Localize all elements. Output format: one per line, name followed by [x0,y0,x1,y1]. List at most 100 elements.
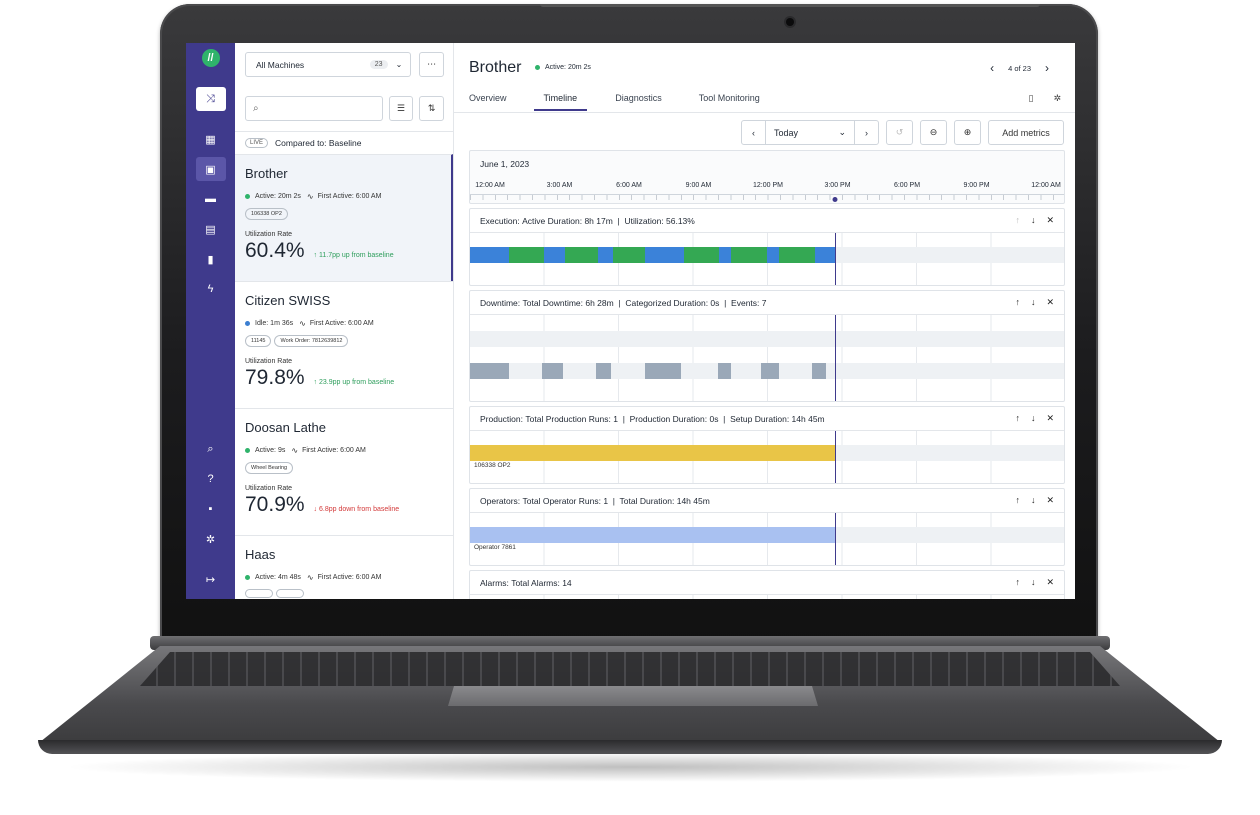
close-icon[interactable]: ✕ [1046,577,1054,587]
timeline-segment[interactable] [542,363,564,379]
timeline-segment[interactable] [761,363,779,379]
timeline-segment[interactable] [595,363,612,379]
bar-chart-icon[interactable]: ▮ [207,253,214,266]
timeline-segment[interactable] [731,247,767,263]
filter-button[interactable]: ☰ [388,96,414,121]
timeline-segment[interactable] [508,247,545,263]
machine-tag: Wheel Bearing [245,462,294,474]
lock-icon[interactable]: ▪ [208,503,213,515]
machine-card[interactable]: Doosan Lathe Active: 9s ∿ First Active: … [235,408,453,535]
date-select-value: Today [774,127,799,138]
baseline-delta: ↑ 23.9pp up from baseline [314,379,395,386]
tab-tool-monitoring[interactable]: Tool Monitoring [698,93,760,103]
machine-card[interactable]: Haas Active: 4m 48s ∿ First Active: 6:00… [235,535,453,599]
chevron-left-icon[interactable]: ‹ [752,127,755,138]
close-icon[interactable]: ✕ [1046,215,1054,225]
tab-diagnostics[interactable]: Diagnostics [615,93,662,103]
shuffle-icon[interactable]: ⤨ [195,87,226,111]
operators-controls: ↑ ↓ ✕ [1004,495,1054,506]
close-icon[interactable]: ✕ [1046,297,1054,307]
header-icons: ▯ ✲ [1009,93,1062,104]
current-time-marker[interactable] [832,197,838,202]
bookmark-icon[interactable]: ▯ [1028,93,1034,103]
document-icon[interactable]: ▤ [205,223,216,236]
timeline-segment[interactable] [645,247,684,263]
util-label: Utilization Rate [245,358,293,365]
timeline-segment[interactable] [767,247,779,263]
timeline-toolbar: ‹ Today ⌄ › ↺ ⊖ ⊕ Add metrics [741,120,1064,145]
production-header: Production: Total Production Runs: 1 | P… [470,407,1064,431]
chevron-left-icon[interactable]: ‹ [990,61,995,75]
move-up-icon[interactable]: ↑ [1015,297,1020,307]
move-down-icon[interactable]: ↓ [1030,577,1036,587]
machine-filter-select[interactable]: All Machines 23 ⌄ [245,52,412,77]
machine-name: Brother [245,166,288,181]
zoom-out-icon[interactable]: ⊖ [920,120,947,145]
timeline-segment[interactable] [612,247,646,263]
zoom-in-icon[interactable]: ⊕ [954,120,981,145]
close-icon[interactable]: ✕ [1046,413,1054,423]
machine-card[interactable]: Citizen SWISS Idle: 1m 36s ∿ First Activ… [235,281,453,408]
laptop-keyboard [140,652,1120,686]
move-down-icon[interactable]: ↓ [1030,215,1036,225]
help-icon[interactable]: ? [207,473,214,485]
timeline-segment[interactable] [470,527,836,543]
logout-icon[interactable]: ↦ [205,573,216,586]
timeline-segment[interactable] [778,247,815,263]
tab-timeline[interactable]: Timeline [533,93,588,111]
timeline-segment[interactable] [565,247,598,263]
search-input[interactable]: ⌕ [245,96,383,121]
move-down-icon[interactable]: ↓ [1030,413,1036,423]
sort-button[interactable]: ⇅ [419,96,444,121]
timeline-segment[interactable] [597,247,613,263]
date-select[interactable]: Today ⌄ [765,121,855,144]
timeline-segment[interactable] [470,445,836,461]
timeline-segment[interactable] [645,363,681,379]
chevron-down-icon: ⌄ [395,60,403,69]
lightning-icon[interactable]: ϟ [207,283,214,295]
alarms-track [470,595,1064,599]
timeline-segment[interactable] [814,247,836,263]
move-down-icon[interactable]: ↓ [1030,297,1036,307]
timeline-segment[interactable] [470,247,509,263]
machine-card[interactable]: Brother Active: 20m 2s ∿ First Active: 6… [235,154,453,281]
tab-overview[interactable]: Overview [469,93,507,103]
history-icon[interactable]: ↺ [886,120,913,145]
tab-bar: Overview Timeline Diagnostics Tool Monitori… [469,93,797,111]
timeline-segment[interactable] [718,363,732,379]
calendar-icon[interactable]: ▬ [205,193,216,205]
search-icon[interactable]: ⌕ [207,442,214,455]
move-up-icon[interactable]: ↑ [1015,577,1020,587]
move-up-icon[interactable]: ↑ [1015,495,1020,505]
machine-icon[interactable]: ▣ [195,157,226,181]
axis-tick-label: 3:00 PM [824,182,851,189]
move-up-icon[interactable]: ↑ [1015,413,1020,423]
chart-icon[interactable]: ▦ [205,133,216,146]
timeline-segment[interactable] [470,363,509,379]
timeline-segment[interactable] [719,247,732,263]
downtime-controls: ↑ ↓ ✕ [1004,297,1054,308]
lid-edge [540,4,1040,7]
close-icon[interactable]: ✕ [1046,495,1054,505]
chevron-right-icon[interactable]: › [865,127,868,138]
add-metrics-button[interactable]: Add metrics [988,120,1064,145]
util-row: 79.8% ↑ 23.9pp up from baseline [245,366,443,390]
operators-header: Operators: Total Operator Runs: 1 | Tota… [470,489,1064,513]
settings-gear-icon[interactable]: ✲ [1053,93,1061,103]
current-time-line [835,431,837,483]
timeline-segment[interactable] [683,247,720,263]
gear-icon[interactable]: ✲ [205,533,216,546]
move-up-icon[interactable]: ↑ [1015,215,1020,225]
compare-bar[interactable]: LIVE Compared to: Baseline [235,131,453,154]
move-down-icon[interactable]: ↓ [1030,495,1036,505]
chevron-right-icon[interactable]: › [1045,61,1049,75]
timeline-segment[interactable] [544,247,566,263]
utilization-value: 79.8% [245,366,305,389]
machine-cards: Brother Active: 20m 2s ∿ First Active: 6… [235,154,453,599]
more-options-button[interactable]: ⋯ [419,52,444,77]
axis-tick-label: 9:00 AM [685,182,712,189]
status-dot [245,194,250,199]
laptop-shadow [60,752,1200,782]
utilization-value: 60.4% [245,239,305,262]
timeline-segment[interactable] [811,363,827,379]
